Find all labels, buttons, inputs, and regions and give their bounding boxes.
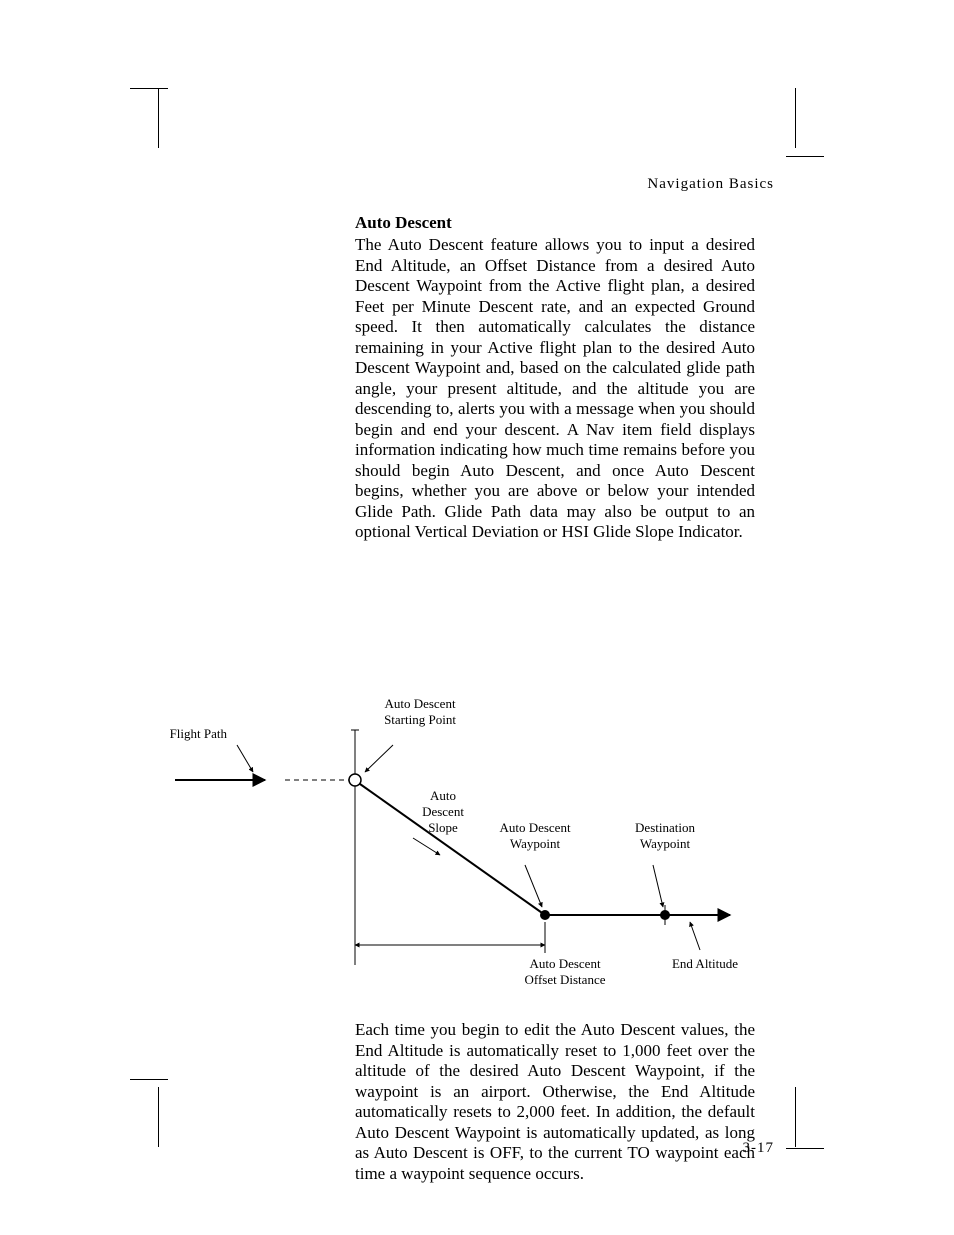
crop-mark bbox=[795, 1087, 796, 1147]
body-paragraph-2: Each time you begin to edit the Auto Des… bbox=[355, 1020, 755, 1184]
page: Navigation Basics Auto Descent The Auto … bbox=[0, 0, 954, 1235]
crop-mark bbox=[786, 156, 824, 157]
label-dest-l2: Waypoint bbox=[640, 836, 691, 851]
body-paragraph-1: The Auto Descent feature allows you to i… bbox=[355, 235, 755, 543]
crop-mark bbox=[786, 1148, 824, 1149]
label-flight-path: Flight Path bbox=[170, 726, 228, 741]
crop-mark bbox=[158, 88, 159, 148]
label-wp-l2: Waypoint bbox=[510, 836, 561, 851]
label-dest-l1: Destination bbox=[635, 820, 695, 835]
label-slope-l3: Slope bbox=[428, 820, 458, 835]
label-slope-l2: Descent bbox=[422, 804, 464, 819]
label-start-l2: Starting Point bbox=[384, 712, 456, 727]
crop-mark bbox=[795, 88, 796, 148]
label-slope-l1: Auto bbox=[430, 788, 456, 803]
running-head: Navigation Basics bbox=[647, 176, 774, 193]
section-title: Auto Descent bbox=[355, 213, 452, 233]
label-offset-l1: Auto Descent bbox=[529, 956, 601, 971]
label-wp-l1: Auto Descent bbox=[499, 820, 571, 835]
label-start-l1: Auto Descent bbox=[384, 696, 456, 711]
auto-descent-diagram: Flight Path Auto Descent Starting Point … bbox=[145, 690, 765, 1000]
crop-mark bbox=[158, 1087, 159, 1147]
label-end-altitude: End Altitude bbox=[672, 956, 738, 971]
page-number: 3-17 bbox=[743, 1140, 775, 1157]
label-offset-l2: Offset Distance bbox=[525, 972, 606, 987]
crop-mark bbox=[130, 88, 168, 89]
crop-mark bbox=[130, 1079, 168, 1080]
